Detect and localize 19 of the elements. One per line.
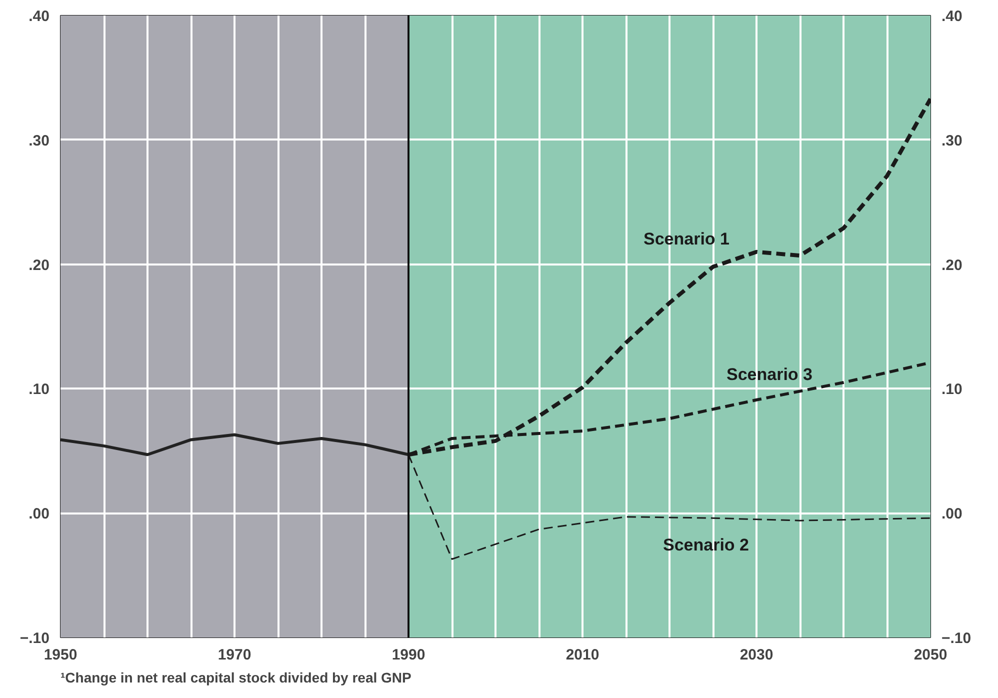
text: ¹Change in net real capital stock divided by real GNP (60, 670, 412, 686)
y2-tick-label: .10 (942, 381, 962, 398)
x-tick-label: 2010 (566, 646, 600, 664)
y-tick-label: .40 (28, 8, 50, 25)
x-tick-label: 2030 (740, 646, 774, 664)
x-tick-label: 1970 (218, 646, 252, 664)
y2-tick-label: .00 (942, 506, 962, 523)
y-tick-label: .30 (28, 132, 50, 150)
y2-tick-label: .40 (942, 8, 962, 25)
y-tick-label: .20 (28, 256, 50, 274)
y2-tick-label: −.10 (942, 630, 972, 647)
x-tick-label: 2050 (914, 646, 948, 664)
y2-tick-label: .30 (942, 132, 962, 150)
x-tick-label: 1950 (44, 646, 78, 664)
x-tick-label: 1990 (392, 646, 426, 664)
y2-tick-label: .20 (942, 256, 962, 274)
y-tick-label: .00 (28, 506, 50, 523)
y-tick-label: −.10 (20, 630, 50, 647)
y-tick-label: .10 (28, 381, 50, 398)
